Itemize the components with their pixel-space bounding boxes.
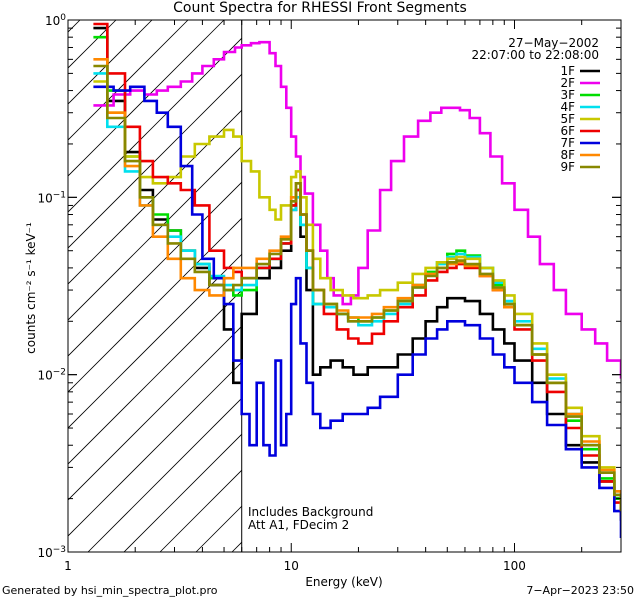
hatch-line: [68, 37, 242, 213]
series-line-2f: [93, 40, 621, 379]
hatch-line: [123, 433, 242, 552]
legend-label-6f: 6F: [560, 124, 575, 138]
series-line-9f: [93, 64, 621, 512]
hatch-line: [68, 20, 117, 69]
time-range-label: 22:07:00 to 22:08:00: [472, 48, 599, 62]
chart-title: Count Spectra for RHESSI Front Segments: [173, 0, 467, 16]
y-tick-label: 10−2: [37, 368, 66, 383]
y-tick-label: 100: [45, 13, 66, 28]
hatch-line: [68, 361, 242, 537]
y-axis-label: counts cm⁻² s⁻¹ keV⁻¹: [24, 222, 38, 354]
hatch-line: [68, 20, 153, 105]
legend-label-1f: 1F: [560, 64, 575, 78]
legend-label-9f: 9F: [560, 160, 575, 174]
timestamp-text: 7−Apr−2023 23:50: [526, 584, 634, 597]
hatch-line: [231, 541, 242, 552]
hatch-line: [68, 145, 242, 321]
x-tick-label: 100: [503, 559, 526, 573]
date-label: 27−May−2002: [508, 36, 599, 50]
generated-by-text: Generated by hsi_min_spectra_plot.pro: [2, 584, 218, 597]
annotation-attenuator: Att A1, FDecim 2: [248, 518, 349, 532]
hatch-line: [68, 73, 242, 249]
plot-frame: [67, 19, 622, 553]
legend-label-8f: 8F: [560, 148, 575, 162]
legend-label-5f: 5F: [560, 112, 575, 126]
series-line-7f: [93, 85, 621, 538]
series-line-5f: [93, 80, 621, 507]
x-axis-label: Energy (keV): [305, 575, 382, 589]
hatched-region: [68, 20, 640, 552]
hatch-line: [68, 181, 242, 357]
annotation-background: Includes Background: [248, 505, 373, 519]
hatch-line: [68, 325, 242, 501]
hatch-line: [268, 20, 640, 552]
y-tick-label: 10−3: [37, 545, 66, 560]
hatch-line: [87, 397, 242, 552]
legend-label-7f: 7F: [560, 136, 575, 150]
hatch-line: [68, 289, 242, 465]
y-tick-label: 10−1: [37, 190, 66, 205]
hatch-line: [68, 217, 242, 393]
x-tick-label: 1: [64, 559, 72, 573]
legend-label-2f: 2F: [560, 76, 575, 90]
x-tick-label: 10: [284, 559, 299, 573]
legend-label-4f: 4F: [560, 100, 575, 114]
hatch-line: [68, 20, 225, 177]
legend-label-3f: 3F: [560, 88, 575, 102]
hatch-line: [68, 109, 242, 285]
hatch-line: [68, 20, 189, 141]
